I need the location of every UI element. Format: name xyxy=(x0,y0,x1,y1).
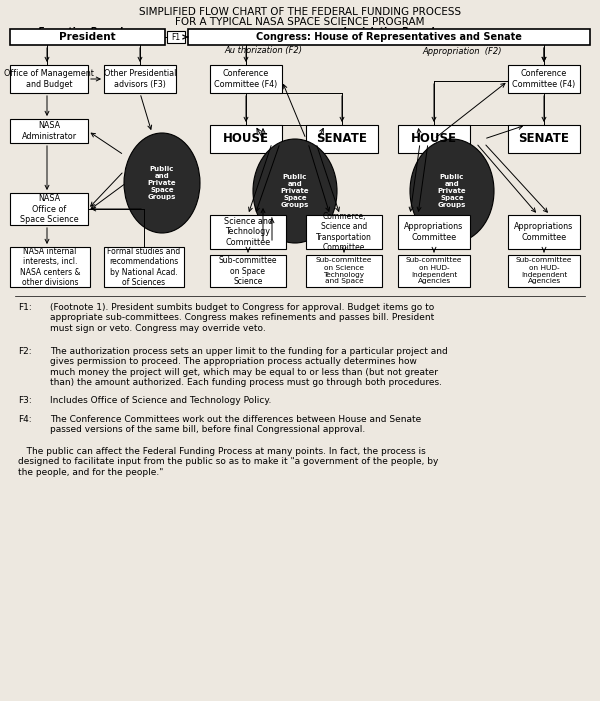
Bar xyxy=(10,193,88,225)
Bar xyxy=(10,119,88,143)
Text: Au thorization (F2): Au thorization (F2) xyxy=(224,46,302,55)
Text: The authorization process sets an upper limit to the funding for a particular pr: The authorization process sets an upper … xyxy=(50,347,448,387)
Text: Legislative Branch: Legislative Branch xyxy=(343,27,437,36)
Bar xyxy=(10,29,165,45)
Bar xyxy=(306,255,382,287)
Bar xyxy=(10,65,88,93)
Text: Science and
Technology
Committee: Science and Technology Committee xyxy=(223,217,272,247)
Bar xyxy=(210,255,286,287)
Bar xyxy=(508,65,580,93)
Text: HOUSE: HOUSE xyxy=(411,132,457,146)
Text: The public can affect the Federal Funding Process at many points. In fact, the p: The public can affect the Federal Fundin… xyxy=(18,447,439,477)
Text: HOUSE: HOUSE xyxy=(223,132,269,146)
Bar xyxy=(167,31,185,43)
Bar xyxy=(398,255,470,287)
Ellipse shape xyxy=(253,139,337,243)
Text: Public
and
Private
Space
Groups: Public and Private Space Groups xyxy=(437,174,466,208)
Ellipse shape xyxy=(124,133,200,233)
Text: Formal studies and
recommendations
by National Acad.
of Sciences: Formal studies and recommendations by Na… xyxy=(107,247,181,287)
Bar xyxy=(210,125,282,153)
Text: Conference
Committee (F4): Conference Committee (F4) xyxy=(512,69,575,89)
Bar xyxy=(508,215,580,249)
Text: Congress: House of Representatives and Senate: Congress: House of Representatives and S… xyxy=(256,32,522,42)
Text: President: President xyxy=(59,32,116,42)
Text: FOR A TYPICAL NASA SPACE SCIENCE PROGRAM: FOR A TYPICAL NASA SPACE SCIENCE PROGRAM xyxy=(175,17,425,27)
Text: Commerce,
Science and
Transportation
Committee: Commerce, Science and Transportation Com… xyxy=(316,212,372,252)
Text: Public
and
Private
Space
Groups: Public and Private Space Groups xyxy=(281,174,310,208)
Text: Appropriations
Committee: Appropriations Committee xyxy=(514,222,574,242)
Text: SENATE: SENATE xyxy=(317,132,367,146)
Text: Executive Branch: Executive Branch xyxy=(38,27,126,36)
Bar xyxy=(10,247,90,287)
Text: Conference
Committee (F4): Conference Committee (F4) xyxy=(214,69,278,89)
Text: NASA
Office of
Space Science: NASA Office of Space Science xyxy=(20,194,79,224)
Bar xyxy=(508,255,580,287)
Text: NASA internal
interests, incl.
NASA centers &
other divisions: NASA internal interests, incl. NASA cent… xyxy=(20,247,80,287)
Text: F1:: F1: xyxy=(18,303,32,312)
Text: Sub-committee
on HUD-
Independent
Agencies: Sub-committee on HUD- Independent Agenci… xyxy=(406,257,462,285)
Text: Other Presidential
advisors (F3): Other Presidential advisors (F3) xyxy=(104,69,176,89)
Text: Sub-committee
on HUD-
Independent
Agencies: Sub-committee on HUD- Independent Agenci… xyxy=(516,257,572,285)
Text: Public
and
Private
Space
Groups: Public and Private Space Groups xyxy=(148,166,176,200)
Text: Sub-committee
on Science
Technology
and Space: Sub-committee on Science Technology and … xyxy=(316,257,372,285)
Bar xyxy=(306,125,378,153)
Text: F2:: F2: xyxy=(18,347,32,356)
Ellipse shape xyxy=(410,139,494,243)
Text: NASA
Administrator: NASA Administrator xyxy=(22,121,77,141)
Text: F4:: F4: xyxy=(18,415,32,424)
Text: F1: F1 xyxy=(172,32,181,41)
Text: Includes Office of Science and Technology Policy.: Includes Office of Science and Technolog… xyxy=(50,396,271,405)
Text: Office of Management
and Budget: Office of Management and Budget xyxy=(4,69,94,89)
Bar xyxy=(508,125,580,153)
Bar xyxy=(210,65,282,93)
Text: SENATE: SENATE xyxy=(518,132,569,146)
Bar xyxy=(188,29,590,45)
Bar xyxy=(306,215,382,249)
Text: (Footnote 1). President sumbits budget to Congress for approval. Budget items go: (Footnote 1). President sumbits budget t… xyxy=(50,303,434,333)
Bar xyxy=(104,65,176,93)
Text: SIMPLIFIED FLOW CHART OF THE FEDERAL FUNDING PROCESS: SIMPLIFIED FLOW CHART OF THE FEDERAL FUN… xyxy=(139,7,461,17)
Text: F3:: F3: xyxy=(18,396,32,405)
Text: Sub-committee
on Space
Science: Sub-committee on Space Science xyxy=(219,256,277,286)
Bar xyxy=(210,215,286,249)
Bar xyxy=(104,247,184,287)
Text: Appropriation  (F2): Appropriation (F2) xyxy=(422,46,502,55)
Bar xyxy=(398,125,470,153)
Bar xyxy=(398,215,470,249)
Text: Appropriations
Committee: Appropriations Committee xyxy=(404,222,464,242)
Text: The Conference Committees work out the differences between House and Senate
pass: The Conference Committees work out the d… xyxy=(50,415,421,435)
